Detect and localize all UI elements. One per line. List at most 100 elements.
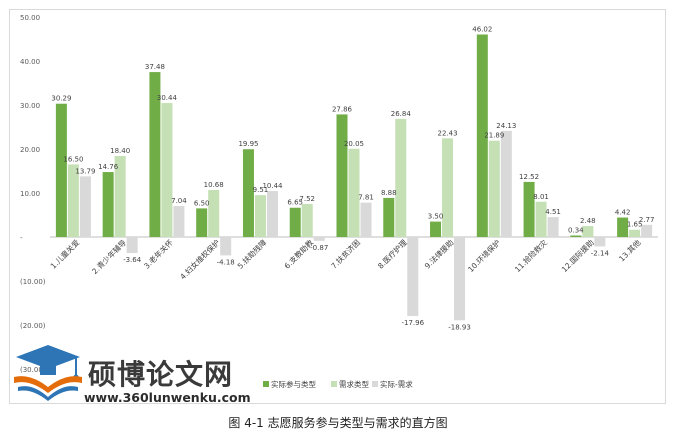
bar-demand [161, 103, 173, 238]
bar-actual [430, 221, 442, 237]
bar-gap [266, 191, 278, 237]
y-tick-label: 20.00 [20, 146, 40, 154]
x-category-label: 3.老年关怀 [141, 237, 175, 271]
bar-actual [289, 207, 301, 237]
figure-caption: 图 4-1 志愿服务参与类型与需求的直方图 [228, 416, 448, 430]
x-category-label: 6.支教助教 [282, 237, 316, 271]
data-label: 22.43 [438, 129, 458, 137]
data-label: 4.42 [615, 209, 631, 217]
x-category-label: 11.抢险救灾 [512, 237, 549, 274]
data-label: -0.87 [310, 244, 328, 252]
bar-actual [476, 34, 488, 238]
data-label: 9.51 [253, 186, 269, 194]
legend-swatch [331, 381, 337, 387]
data-label: -4.18 [217, 258, 235, 266]
legend-label: 实际-需求 [380, 379, 413, 389]
bar-actual [383, 197, 395, 237]
bar-actual [523, 181, 535, 237]
bar-demand [442, 138, 454, 237]
bar-gap [313, 237, 325, 241]
bar-actual [570, 235, 582, 237]
data-label: 19.95 [238, 140, 258, 148]
bar-gap [126, 237, 138, 254]
data-label: -18.93 [448, 323, 471, 331]
y-tick-label: (20.00) [20, 322, 46, 330]
data-label: -3.64 [123, 256, 142, 264]
data-label: -17.96 [401, 319, 424, 327]
bar-gap [173, 206, 185, 237]
data-label: 46.02 [472, 26, 492, 34]
x-category-label: 5.扶助残障 [235, 237, 269, 271]
data-label: 26.84 [391, 110, 412, 118]
data-label: 20.05 [344, 140, 364, 148]
bar-demand [67, 164, 79, 237]
data-label: 13.79 [75, 167, 95, 175]
data-label: 10.68 [204, 181, 224, 189]
bar-chart: 50.00 40.00 30.00 20.00 10.00 - (10.00) (20.00)… [20, 14, 658, 389]
y-tick-label: - [20, 234, 23, 242]
bar-demand [348, 148, 360, 237]
x-category-label: 1.儿童关爱 [48, 237, 81, 270]
data-label: 8.01 [533, 193, 549, 201]
bar-gap [547, 217, 559, 237]
bar-actual [149, 72, 161, 237]
data-label: 2.77 [639, 216, 655, 224]
data-label: 2.48 [580, 217, 596, 225]
data-label: 1.65 [627, 221, 643, 229]
bar-gap [360, 202, 372, 237]
data-label: 6.65 [287, 199, 303, 207]
data-label: 10.44 [262, 182, 283, 190]
data-label: 30.44 [157, 94, 178, 102]
data-label: 0.34 [568, 227, 584, 235]
legend-label: 需求类型 [339, 379, 369, 389]
bar-gap [220, 237, 232, 256]
bar-demand [629, 229, 641, 237]
x-category-label: 13.其他 [616, 237, 642, 263]
mortarboard-logo-icon [14, 345, 82, 401]
x-category-label: 7.扶贫济困 [329, 237, 362, 270]
data-label: 21.89 [484, 132, 504, 140]
data-label: 7.52 [299, 195, 315, 203]
bar-actual [196, 208, 208, 237]
legend-swatch [372, 381, 378, 387]
data-label: 14.76 [98, 163, 119, 171]
bar-gap [641, 224, 653, 237]
legend-label: 实际参与类型 [271, 379, 316, 389]
x-category-label: 4.妇女维权保护 [178, 237, 222, 281]
data-label: 12.52 [519, 173, 539, 181]
bar-demand [208, 190, 220, 237]
bar-demand [395, 118, 407, 237]
y-tick-label: (10.00) [20, 278, 46, 286]
data-label: 37.48 [145, 63, 165, 71]
bar-actual [617, 217, 629, 237]
y-tick-label: 50.00 [20, 14, 40, 22]
y-tick-label: 30.00 [20, 102, 40, 110]
bar-demand [301, 203, 313, 237]
bar-gap [454, 237, 466, 321]
bar-demand [582, 226, 594, 237]
bar-gap [594, 237, 606, 247]
x-category-label: 9.法律援助 [422, 237, 455, 270]
bar-demand [488, 140, 500, 237]
data-label: 7.81 [358, 194, 374, 202]
data-label: 7.04 [171, 197, 187, 205]
data-label: 8.88 [381, 189, 397, 197]
data-label: 6.50 [194, 199, 210, 207]
bar-actual [336, 114, 348, 237]
bar-gap [79, 176, 91, 237]
bar-demand [254, 195, 266, 237]
y-axis: 50.00 40.00 30.00 20.00 10.00 - (10.00) (20.00)… [20, 14, 46, 374]
y-tick-label: 10.00 [20, 190, 40, 198]
bars-group [55, 34, 653, 321]
bar-gap [500, 130, 512, 237]
data-label: 27.86 [332, 105, 353, 113]
x-category-label: 8.医疗护理 [375, 237, 409, 271]
bar-actual [102, 172, 114, 237]
data-label: 4.51 [545, 208, 561, 216]
bar-demand [535, 201, 547, 237]
data-label: 3.50 [428, 213, 444, 221]
data-label: 16.50 [63, 155, 83, 163]
bar-gap [407, 237, 419, 317]
watermark-title: 硕博论文网 [88, 358, 234, 391]
